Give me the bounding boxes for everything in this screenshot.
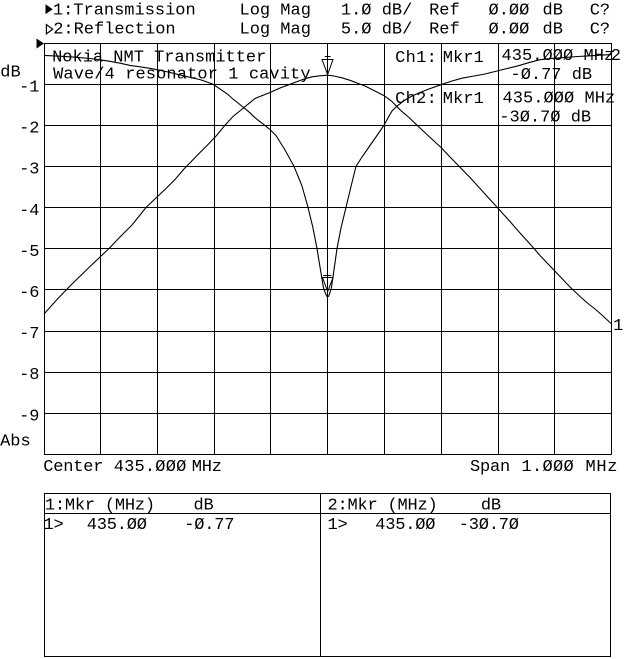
svg-text:dB: dB	[481, 496, 501, 515]
svg-text:-1: -1	[19, 79, 39, 98]
svg-text:Mkr1: Mkr1	[443, 90, 484, 109]
svg-text:-Ø.77 dB: -Ø.77 dB	[511, 66, 593, 85]
svg-text:435.ØØØ MHz: 435.ØØØ MHz	[503, 90, 616, 109]
svg-text:-2: -2	[19, 120, 39, 139]
svg-text:dB: dB	[543, 2, 563, 21]
svg-text:Ch1:: Ch1:	[395, 49, 437, 68]
svg-text:Wave/4 resonator 1 cavity: Wave/4 resonator 1 cavity	[53, 66, 311, 85]
svg-text:MHz: MHz	[586, 458, 619, 477]
svg-text:435.ØØØ: 435.ØØØ	[114, 458, 187, 477]
svg-text:-3Ø.7Ø dB: -3Ø.7Ø dB	[499, 108, 591, 127]
svg-text:-9: -9	[19, 407, 39, 426]
svg-text:1:Transmission: 1:Transmission	[53, 2, 196, 21]
svg-text:-3Ø.7Ø: -3Ø.7Ø	[459, 516, 519, 535]
svg-text:Mkr1: Mkr1	[443, 49, 484, 68]
svg-text:Span: Span	[470, 458, 510, 477]
svg-text:1.ØØØ: 1.ØØØ	[522, 458, 575, 477]
svg-text:C?: C?	[590, 20, 610, 39]
svg-text:435.ØØØ MHz: 435.ØØØ MHz	[502, 47, 615, 66]
svg-text:Ø.ØØ: Ø.ØØ	[489, 2, 530, 21]
svg-text:Log Mag: Log Mag	[240, 20, 311, 39]
svg-text:C?: C?	[590, 2, 610, 21]
svg-text:2:Reflection: 2:Reflection	[53, 20, 175, 39]
svg-text:Ch2:: Ch2:	[395, 90, 437, 109]
svg-text:Ø.ØØ: Ø.ØØ	[489, 20, 530, 39]
svg-text:-4: -4	[19, 202, 39, 221]
svg-text:1>: 1>	[328, 516, 348, 535]
svg-text:Abs: Abs	[0, 432, 31, 451]
svg-text:Ref: Ref	[429, 20, 460, 39]
svg-text:-5: -5	[19, 243, 39, 262]
svg-text:2: 2	[611, 47, 621, 66]
svg-text:5.Ø dB/: 5.Ø dB/	[341, 20, 412, 39]
svg-text:435.ØØ: 435.ØØ	[87, 516, 147, 535]
svg-text:MHz: MHz	[192, 458, 222, 477]
svg-text:1:Mkr (MHz): 1:Mkr (MHz)	[45, 496, 155, 515]
svg-text:-3: -3	[19, 161, 39, 180]
svg-text:1.Ø dB/: 1.Ø dB/	[341, 2, 412, 21]
svg-text:-6: -6	[19, 284, 39, 303]
svg-text:1: 1	[613, 317, 623, 336]
svg-text:1>: 1>	[44, 516, 64, 535]
svg-text:Ref: Ref	[429, 2, 460, 21]
svg-text:dB: dB	[194, 496, 214, 515]
svg-text:Center: Center	[43, 458, 103, 477]
svg-text:Nokia NMT Transmitter: Nokia NMT Transmitter	[52, 48, 266, 67]
svg-text:Log Mag: Log Mag	[240, 2, 311, 21]
svg-text:2:Mkr (MHz): 2:Mkr (MHz)	[328, 496, 438, 515]
svg-text:-7: -7	[19, 325, 39, 344]
svg-text:435.ØØ: 435.ØØ	[375, 516, 435, 535]
svg-text:-Ø.77: -Ø.77	[184, 516, 234, 535]
svg-text:dB: dB	[543, 20, 563, 39]
svg-text:-8: -8	[19, 366, 39, 385]
svg-text:dB: dB	[0, 63, 20, 82]
